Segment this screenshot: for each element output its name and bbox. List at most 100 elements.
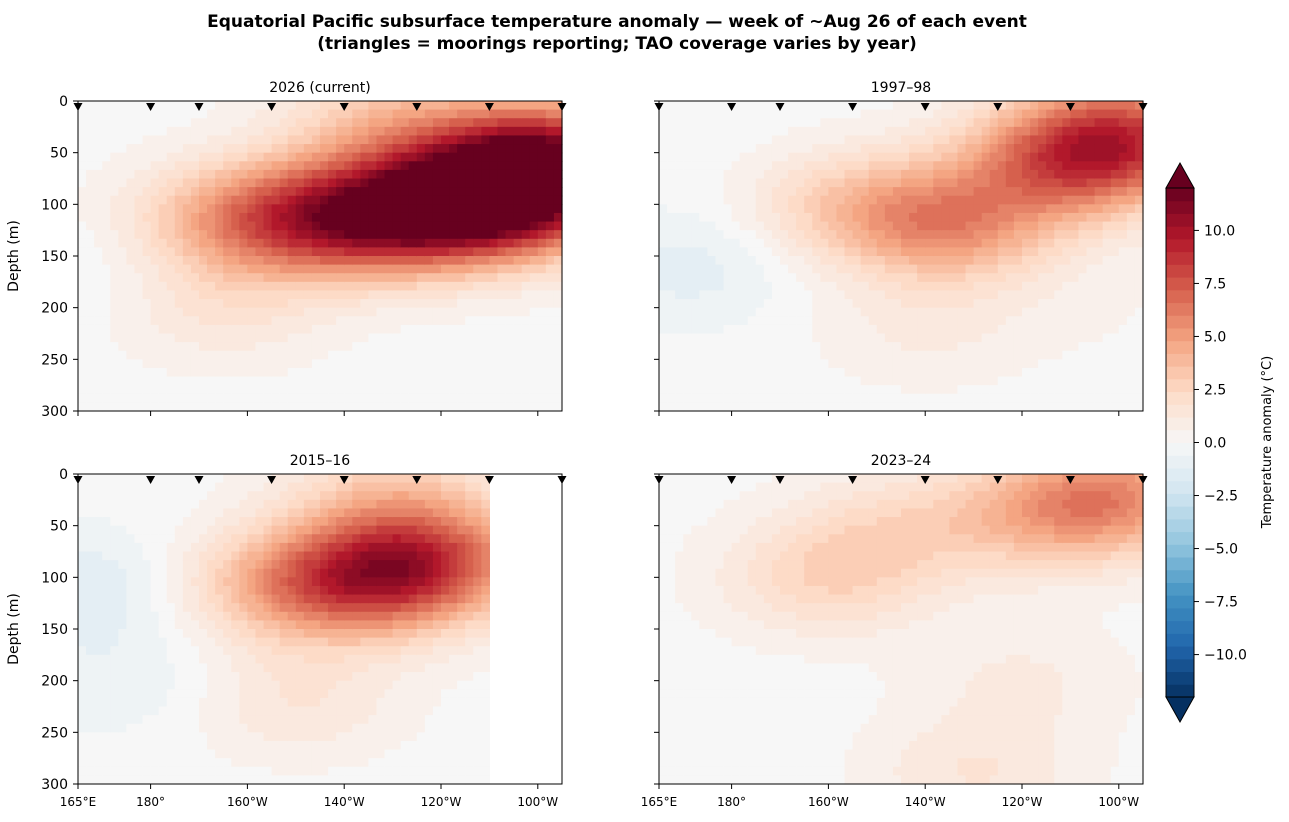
- heatmap-cell: [320, 238, 329, 248]
- heatmap-cell: [207, 393, 216, 403]
- heatmap-cell: [174, 161, 184, 171]
- heatmap-cell: [941, 161, 950, 171]
- heatmap-cell: [1005, 342, 1015, 352]
- heatmap-cell: [465, 256, 474, 266]
- heatmap-cell: [521, 350, 531, 360]
- heatmap-cell: [78, 680, 87, 690]
- heatmap-cell: [199, 161, 208, 171]
- heatmap-cell: [1062, 161, 1071, 171]
- heatmap-cell: [844, 393, 854, 403]
- heatmap-cell: [731, 324, 741, 335]
- heatmap-cell: [981, 161, 991, 171]
- heatmap-cell: [852, 307, 862, 317]
- heatmap-cell: [723, 307, 733, 317]
- heatmap-cell: [199, 169, 208, 180]
- heatmap-cell: [505, 238, 515, 248]
- heatmap-cell: [376, 342, 386, 352]
- heatmap-cell: [110, 689, 119, 699]
- heatmap-cell: [207, 402, 216, 412]
- heatmap-cell: [699, 161, 708, 171]
- heatmap-cell: [949, 376, 959, 386]
- heatmap-cell: [102, 603, 111, 613]
- heatmap-cell: [1022, 307, 1031, 317]
- heatmap-cell: [182, 212, 192, 223]
- heatmap-cell: [295, 161, 305, 171]
- heatmap-cell: [796, 212, 805, 223]
- heatmap-cell: [207, 697, 216, 708]
- heatmap-cell: [134, 706, 144, 716]
- heatmap-cell: [1110, 290, 1120, 300]
- heatmap-cell: [545, 359, 555, 369]
- heatmap-cell: [1054, 161, 1063, 171]
- heatmap-cell: [215, 281, 224, 292]
- heatmap-cell: [747, 212, 757, 223]
- heatmap-cell: [1054, 126, 1063, 137]
- heatmap-cell: [901, 161, 910, 171]
- heatmap-cell: [844, 324, 854, 335]
- heatmap-cell: [537, 126, 547, 137]
- heatmap-cell: [513, 359, 523, 369]
- heatmap-cell: [844, 350, 854, 360]
- heatmap-cell: [174, 723, 184, 733]
- heatmap-cell: [110, 126, 119, 137]
- heatmap-cell: [1038, 230, 1047, 240]
- heatmap-cell: [473, 333, 482, 343]
- heatmap-cell: [739, 342, 749, 352]
- heatmap-cell: [1070, 195, 1080, 205]
- heatmap-cell: [505, 247, 515, 257]
- heatmap-cell: [110, 316, 119, 326]
- heatmap-cell: [901, 178, 910, 188]
- heatmap-cell: [473, 299, 482, 309]
- heatmap-cell: [126, 766, 136, 776]
- heatmap-cell: [933, 238, 942, 248]
- heatmap-cell: [1094, 118, 1104, 128]
- heatmap-cell: [699, 342, 708, 352]
- heatmap-cell: [166, 376, 176, 386]
- heatmap-cell: [150, 715, 160, 725]
- heatmap-cell: [94, 385, 103, 395]
- heatmap-cell: [126, 324, 136, 335]
- heatmap-cell: [328, 144, 337, 154]
- heatmap-cell: [513, 204, 523, 214]
- heatmap-cell: [989, 169, 999, 180]
- heatmap-cell: [247, 101, 257, 111]
- heatmap-cell: [352, 247, 361, 257]
- heatmap-cell: [1118, 333, 1128, 343]
- heatmap-cell: [150, 542, 160, 553]
- heatmap-cell: [844, 126, 854, 137]
- heatmap-cell: [384, 161, 394, 171]
- heatmap-cell: [715, 273, 725, 283]
- heatmap-cell: [1086, 290, 1096, 300]
- heatmap-cell: [925, 402, 934, 412]
- heatmap-cell: [126, 187, 136, 197]
- heatmap-cell: [1126, 324, 1136, 335]
- heatmap-cell: [667, 161, 676, 171]
- heatmap-cell: [311, 247, 321, 257]
- heatmap-cell: [320, 135, 329, 145]
- heatmap-cell: [1102, 144, 1112, 154]
- heatmap-cell: [142, 629, 152, 639]
- heatmap-cell: [1038, 393, 1047, 403]
- heatmap-cell: [1022, 126, 1031, 137]
- heatmap-cell: [215, 212, 224, 223]
- heatmap-cell: [909, 333, 918, 343]
- heatmap-cell: [1126, 376, 1136, 386]
- heatmap-cell: [166, 342, 176, 352]
- heatmap-cell: [376, 307, 386, 317]
- heatmap-cell: [933, 152, 942, 162]
- heatmap-cell: [239, 144, 248, 154]
- heatmap-cell: [231, 161, 240, 171]
- heatmap-cell: [1134, 342, 1144, 352]
- heatmap-cell: [981, 247, 991, 257]
- heatmap-cell: [1046, 221, 1055, 231]
- heatmap-cell: [320, 152, 329, 162]
- heatmap-cell: [884, 264, 894, 274]
- heatmap-cell: [860, 221, 870, 231]
- heatmap-cell: [118, 238, 127, 248]
- heatmap-cell: [1126, 281, 1136, 292]
- heatmap-cell: [166, 385, 176, 395]
- heatmap-cell: [715, 144, 725, 154]
- heatmap-cell: [868, 290, 878, 300]
- heatmap-cell: [545, 178, 555, 188]
- heatmap-cell: [796, 273, 805, 283]
